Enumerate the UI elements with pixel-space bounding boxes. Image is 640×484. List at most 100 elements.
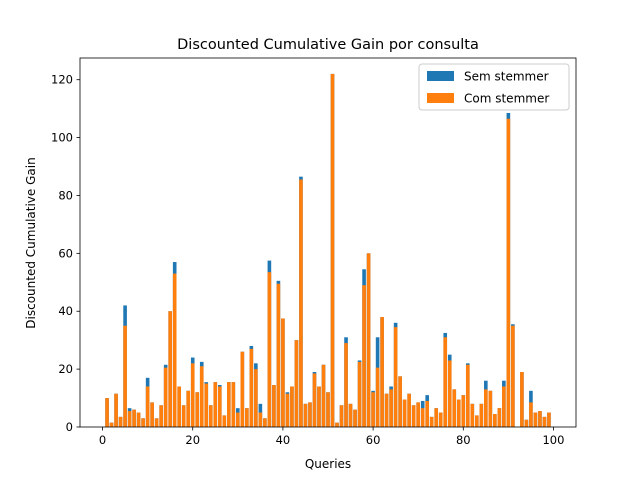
bars-group xyxy=(105,73,551,428)
axes-group: 0 20 40 60 80 100 0 20 40 60 80 100 120 xyxy=(51,57,577,447)
bar-com-stemmer-80 xyxy=(461,395,466,427)
bar-com-stemmer-39 xyxy=(276,283,281,427)
y-axis-label: Discounted Cumulative Gain xyxy=(24,157,38,328)
x-tick-label: 60 xyxy=(366,433,381,447)
bar-com-stemmer-38 xyxy=(272,385,276,427)
bar-com-stemmer-7 xyxy=(132,409,136,427)
bar-com-stemmer-37 xyxy=(267,272,272,427)
bar-com-stemmer-96 xyxy=(533,412,538,427)
bar-com-stemmer-89 xyxy=(502,386,506,427)
bar-com-stemmer-93 xyxy=(520,372,524,427)
bar-com-stemmer-27 xyxy=(222,415,227,427)
bar-com-stemmer-50 xyxy=(326,392,330,427)
bar-com-stemmer-13 xyxy=(159,405,163,427)
y-tick-label: 100 xyxy=(51,131,73,145)
bar-com-stemmer-49 xyxy=(321,364,326,427)
bar-com-stemmer-11 xyxy=(150,402,154,427)
bar-com-stemmer-22 xyxy=(199,366,204,427)
bar-com-stemmer-76 xyxy=(443,337,448,427)
bar-com-stemmer-60 xyxy=(371,392,375,427)
bar-com-stemmer-58 xyxy=(362,285,366,427)
bar-com-stemmer-44 xyxy=(299,179,303,427)
x-tick-label: 0 xyxy=(99,433,106,447)
bar-com-stemmer-61 xyxy=(375,367,380,427)
bar-com-stemmer-88 xyxy=(497,408,502,427)
bar-com-stemmer-25 xyxy=(213,382,218,427)
x-tick-label: 40 xyxy=(276,433,291,447)
bar-com-stemmer-4 xyxy=(118,416,123,427)
legend: Sem stemmer Com stemmer xyxy=(418,63,570,111)
bar-com-stemmer-30 xyxy=(236,412,240,427)
bar-com-stemmer-68 xyxy=(407,393,411,427)
bar-com-stemmer-81 xyxy=(465,364,470,427)
bar-com-stemmer-24 xyxy=(208,405,213,427)
bar-com-stemmer-36 xyxy=(263,418,267,427)
bar-com-stemmer-23 xyxy=(204,383,209,427)
bar-com-stemmer-70 xyxy=(416,402,420,427)
bar-com-stemmer-3 xyxy=(114,393,118,427)
bar-com-stemmer-46 xyxy=(308,402,312,427)
bar-com-stemmer-21 xyxy=(195,392,200,427)
bar-com-stemmer-10 xyxy=(145,386,150,427)
bar-com-stemmer-74 xyxy=(434,408,439,427)
bar-com-stemmer-72 xyxy=(425,400,430,427)
bar-com-stemmer-35 xyxy=(258,412,263,427)
bar-com-stemmer-55 xyxy=(348,403,353,427)
bar-com-stemmer-15 xyxy=(168,311,172,427)
y-tick-label: 60 xyxy=(58,246,73,260)
legend-swatch xyxy=(427,71,454,81)
bar-com-stemmer-20 xyxy=(190,363,195,427)
bar-com-stemmer-28 xyxy=(227,382,231,427)
bar-com-stemmer-65 xyxy=(393,327,398,427)
bar-com-stemmer-43 xyxy=(294,340,299,427)
bar-com-stemmer-41 xyxy=(285,393,290,427)
bar-com-stemmer-48 xyxy=(317,386,321,427)
bar-com-stemmer-97 xyxy=(538,411,542,427)
bar-com-stemmer-47 xyxy=(312,373,317,427)
bar-com-stemmer-99 xyxy=(547,412,551,427)
axes-frame xyxy=(79,57,577,428)
bar-com-stemmer-8 xyxy=(136,412,141,427)
x-tick-label: 100 xyxy=(542,433,564,447)
bar-com-stemmer-95 xyxy=(529,402,533,427)
bar-com-stemmer-9 xyxy=(141,418,145,427)
bar-com-stemmer-86 xyxy=(488,390,493,427)
bar-com-stemmer-51 xyxy=(330,73,335,428)
bar-com-stemmer-29 xyxy=(231,382,236,427)
bar-com-stemmer-2 xyxy=(109,422,114,427)
bar-com-stemmer-78 xyxy=(452,389,457,427)
x-tick-label: 20 xyxy=(185,433,200,447)
bar-com-stemmer-94 xyxy=(524,419,529,427)
bar-com-stemmer-84 xyxy=(479,403,484,427)
bar-com-stemmer-75 xyxy=(438,412,443,427)
bar-com-stemmer-6 xyxy=(127,411,132,427)
x-tick-label: 80 xyxy=(456,433,471,447)
legend-box xyxy=(418,63,570,111)
bar-com-stemmer-54 xyxy=(344,343,348,427)
legend-label: Com stemmer xyxy=(464,92,549,106)
bar-com-stemmer-82 xyxy=(470,403,475,427)
y-tick-label: 120 xyxy=(51,73,73,87)
bar-com-stemmer-79 xyxy=(456,399,461,427)
bar-com-stemmer-26 xyxy=(217,386,222,427)
bar-com-stemmer-98 xyxy=(542,416,547,427)
bar-com-stemmer-87 xyxy=(493,413,497,427)
y-tick-label: 40 xyxy=(58,304,73,318)
y-tick-label: 0 xyxy=(66,420,73,434)
bar-com-stemmer-64 xyxy=(389,389,393,427)
bar-com-stemmer-16 xyxy=(172,273,177,427)
bar-com-stemmer-85 xyxy=(484,389,488,427)
bar-com-stemmer-32 xyxy=(245,408,249,427)
bar-com-stemmer-53 xyxy=(339,405,344,427)
bar-com-stemmer-19 xyxy=(186,390,191,427)
bar-com-stemmer-18 xyxy=(181,405,186,427)
bar-com-stemmer-69 xyxy=(411,405,416,427)
bar-com-stemmer-66 xyxy=(398,376,402,427)
bar-com-stemmer-33 xyxy=(249,348,254,427)
y-tick-label: 80 xyxy=(58,188,73,202)
bar-com-stemmer-91 xyxy=(511,325,515,427)
bar-com-stemmer-34 xyxy=(254,369,258,427)
legend-swatch xyxy=(427,93,454,103)
